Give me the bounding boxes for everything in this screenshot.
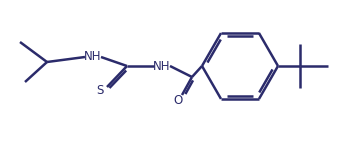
Text: NH: NH (153, 59, 171, 73)
Text: NH: NH (84, 51, 102, 63)
Text: S: S (96, 84, 104, 97)
Text: O: O (173, 94, 183, 107)
